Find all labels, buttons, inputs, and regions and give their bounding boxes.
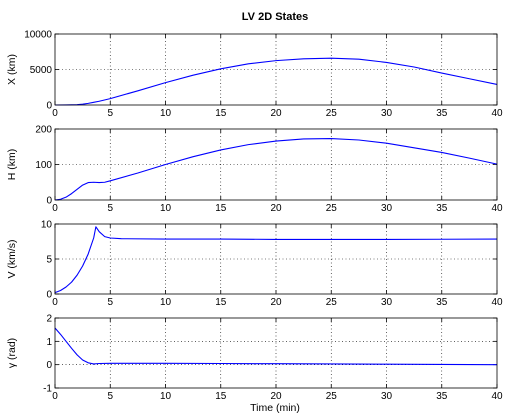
x-tick-label: 5: [107, 297, 113, 308]
x-tick-label: 25: [326, 108, 338, 119]
x-tick-label: 40: [491, 203, 503, 214]
y-tick-label: -1: [43, 384, 52, 395]
x-tick-label: 15: [215, 297, 227, 308]
x-tick-label: 30: [381, 203, 393, 214]
x-tick-label: 0: [52, 108, 58, 119]
series-line-1: [54, 138, 498, 201]
x-tick-label: 5: [107, 108, 113, 119]
x-tick-label: 25: [326, 391, 338, 402]
x-tick-label: 40: [491, 391, 503, 402]
x-tick-label: 10: [160, 297, 172, 308]
x-tick-label: 0: [52, 391, 58, 402]
x-tick-label: 30: [381, 108, 393, 119]
axes-frame: [54, 223, 498, 295]
axes-frame: [54, 128, 498, 201]
x-tick-label: 15: [215, 108, 227, 119]
y-tick-label: 100: [35, 160, 52, 171]
x-tick-label: 0: [52, 297, 58, 308]
y-axis-label: H (km): [6, 149, 18, 181]
x-tick-label: 35: [436, 108, 448, 119]
x-tick-label: 0: [52, 203, 58, 214]
y-tick-label: 0: [46, 196, 52, 207]
x-tick-label: 20: [270, 297, 282, 308]
x-tick-label: 10: [160, 391, 172, 402]
y-axis-label: V (km/s): [6, 239, 18, 278]
x-tick-label: 10: [160, 203, 172, 214]
x-tick-label: 10: [160, 108, 172, 119]
x-tick-label: 25: [326, 203, 338, 214]
x-tick-label: 35: [436, 203, 448, 214]
y-tick-label: 200: [35, 125, 52, 136]
y-tick-label: 0: [46, 360, 52, 371]
x-tick-label: 30: [381, 391, 393, 402]
x-tick-label: 5: [107, 203, 113, 214]
axes-frame: [54, 317, 498, 389]
x-tick-label: 40: [491, 108, 503, 119]
subplot-1: 0 5 10 15 20 25 30 35 40 0 5000 10000 X (km): [6, 30, 503, 120]
y-axis-label: γ (rad): [6, 338, 18, 368]
subplot-2: 0 5 10 15 20 25 30 35 40 0 100 200 H (km): [6, 125, 503, 215]
y-tick-label: 5: [46, 255, 52, 266]
x-tick-label: 40: [491, 297, 503, 308]
x-tick-label: 35: [436, 297, 448, 308]
series-line-1: [54, 327, 498, 366]
subplot-3: 0 5 10 15 20 25 30 35 40 0 5 10 V (km/s): [6, 220, 503, 309]
x-tick-label: 20: [270, 203, 282, 214]
y-axis-label: X (km): [6, 54, 18, 85]
series-line-1: [54, 57, 498, 106]
x-tick-label: 15: [215, 391, 227, 402]
y-tick-label: 1: [46, 337, 52, 348]
x-tick-label: 25: [326, 297, 338, 308]
x-tick-label: 5: [107, 391, 113, 402]
y-tick-label: 0: [46, 101, 52, 112]
x-tick-label: 20: [270, 108, 282, 119]
series-line-1: [54, 226, 498, 294]
y-tick-label: 10000: [24, 30, 52, 41]
figure-title: LV 2D States: [242, 11, 308, 23]
x-tick-label: 20: [270, 391, 282, 402]
y-tick-label: 0: [46, 290, 52, 301]
x-tick-label: 15: [215, 203, 227, 214]
x-tick-label: 35: [436, 391, 448, 402]
y-tick-label: 2: [46, 314, 52, 325]
y-tick-label: 5000: [30, 65, 53, 76]
y-tick-label: 10: [41, 220, 53, 231]
x-axis-label: Time (min): [250, 402, 300, 414]
axes-frame: [54, 33, 498, 106]
x-tick-label: 30: [381, 297, 393, 308]
